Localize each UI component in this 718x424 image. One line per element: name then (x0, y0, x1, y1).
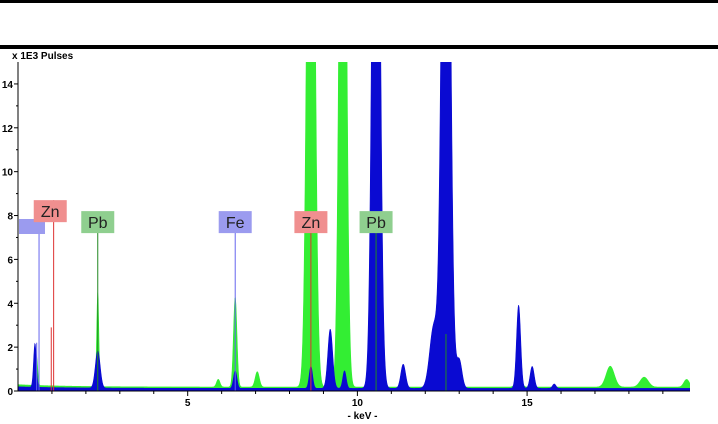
element-label-text: Zn (41, 204, 60, 221)
x-tick-label: 5 (185, 398, 191, 409)
spectrum-series-blue (18, 62, 690, 391)
element-label-box (359, 211, 393, 234)
x-axis-label: - keV - (347, 411, 377, 422)
top-rule (0, 0, 718, 3)
y-tick-label: 10 (2, 168, 14, 179)
element-label-fe: Fe (218, 211, 252, 234)
y-tick-label: 0 (7, 387, 13, 398)
y-axis-label: x 1E3 Pulses (12, 51, 74, 62)
element-label-text: Pb (88, 215, 108, 232)
element-label-text: Fe (226, 215, 245, 232)
header-rule (0, 45, 718, 49)
element-label-zn: Zn (294, 211, 328, 234)
element-label-box (81, 211, 115, 234)
spectrum-series-green (18, 62, 690, 391)
element-label-text: Zn (302, 215, 321, 232)
element-label-pb: Pb (359, 211, 393, 234)
element-label-box (33, 200, 67, 223)
y-tick-label: 14 (2, 80, 14, 91)
x-tick-label: 10 (352, 398, 364, 409)
element-label-zn: Zn (33, 200, 67, 223)
element-label-box (294, 211, 328, 234)
y-tick-label: 8 (7, 212, 13, 223)
element-label-pb: Pb (81, 211, 115, 234)
y-tick-label: 12 (2, 124, 14, 135)
element-label-text: Pb (366, 215, 386, 232)
element-label-box (218, 211, 252, 234)
y-tick-label: 4 (7, 299, 13, 310)
y-tick-label: 6 (7, 255, 13, 266)
element-label-partial (19, 219, 45, 234)
y-tick-label: 2 (7, 343, 13, 354)
x-tick-label: 15 (522, 398, 534, 409)
